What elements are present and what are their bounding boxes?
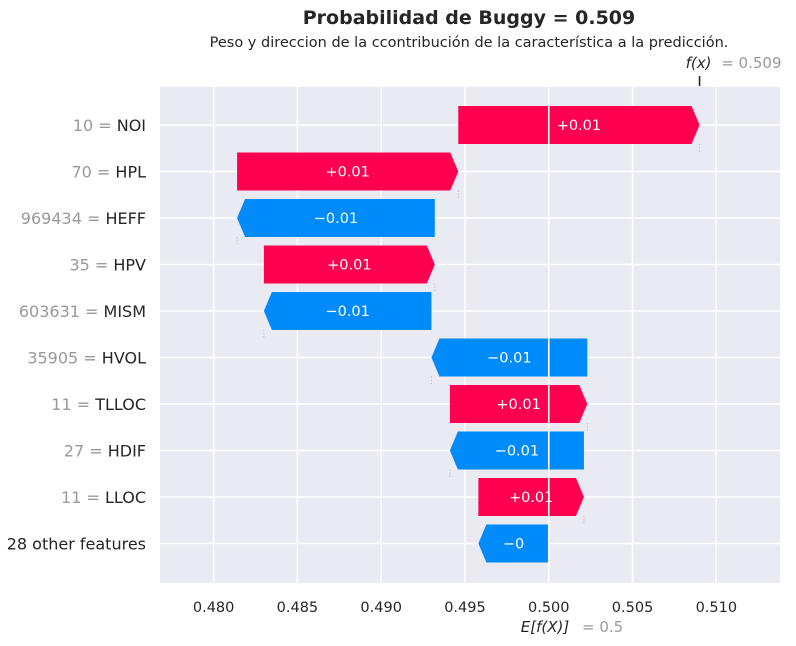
feature-label: 10 = NOI (73, 116, 146, 135)
bar-value-label: +0.01 (509, 490, 553, 506)
prediction-symbol: f(x) (686, 54, 712, 72)
prediction-marker: f(x) = 0.509 (686, 54, 782, 86)
feature-label: 11 = LLOC (61, 488, 146, 507)
bar-value-label: +0.01 (327, 258, 371, 274)
chart-title: Probabilidad de Buggy = 0.509 (303, 7, 636, 29)
bar-value-label: −0.01 (314, 211, 358, 227)
feature-label: 35 = HPV (69, 256, 146, 275)
feature-name: HDIF (108, 442, 146, 461)
feature-bar-hpv (263, 245, 435, 284)
prediction-label: f(x) = 0.509 (686, 54, 782, 72)
feature-name: TLLOC (94, 395, 146, 414)
feature-name: NOI (117, 116, 146, 135)
feature-name: HVOL (102, 349, 146, 368)
x-tick-label: 0.505 (612, 600, 654, 616)
feature-name: HEFF (105, 209, 146, 228)
base-value-symbol: E[f(X)] (521, 618, 570, 636)
feature-name: MISM (104, 302, 146, 321)
feature-value: 70 = (71, 163, 115, 182)
x-tick-label: 0.495 (444, 600, 486, 616)
feature-label: 70 = HPL (71, 163, 146, 182)
feature-label: 969434 = HEFF (21, 209, 146, 228)
feature-label: 11 = TLLOC (51, 395, 146, 414)
feature-value: 11 = (51, 395, 95, 414)
feature-bar-28-other-features (478, 524, 549, 563)
x-tick-label: 0.490 (360, 600, 402, 616)
feature-name: HPV (113, 256, 146, 275)
x-tick-label: 0.510 (696, 600, 738, 616)
feature-bar-tlloc (449, 385, 588, 423)
feature-bar-noi (458, 106, 700, 144)
base-value-value: = 0.5 (582, 618, 623, 636)
feature-value: 11 = (61, 488, 105, 507)
feature-value: 35 = (69, 256, 113, 275)
feature-bar-hdif (449, 431, 584, 470)
x-tick-label: 0.500 (528, 600, 570, 616)
feature-label: 603631 = MISM (19, 302, 146, 321)
feature-bar-hpl (237, 152, 459, 191)
bar-value-label: −0.01 (487, 351, 531, 367)
feature-value: 603631 = (19, 302, 104, 321)
bar-value-label: +0.01 (496, 397, 540, 413)
feature-value: 10 = (73, 116, 117, 135)
base-value-label: E[f(X)] = 0.5 (521, 618, 623, 636)
feature-value: 35905 = (27, 349, 101, 368)
x-tick-label: 0.480 (193, 600, 235, 616)
base-value-marker: E[f(X)] = 0.5 (521, 618, 623, 636)
chart-subtitle: Peso y direccion de la ccontribución de … (210, 35, 729, 51)
feature-bar-lloc (478, 478, 584, 516)
bar-value-label: −0.01 (325, 304, 369, 320)
bar-value-label: −0 (503, 537, 524, 553)
feature-label: 35905 = HVOL (27, 349, 146, 368)
prediction-value: = 0.509 (721, 54, 781, 72)
bar-layer (236, 106, 700, 563)
bar-value-label: +0.01 (557, 118, 601, 134)
label-layer: 0.480 0.485 0.490 0.495 0.500 0.505 0.510 +0.01… (7, 87, 737, 616)
feature-value: 969434 = (21, 209, 106, 228)
feature-label: 28 other features (7, 535, 146, 554)
bar-value-label: −0.01 (495, 444, 539, 460)
feature-value: 27 = (64, 442, 108, 461)
feature-name: HPL (115, 163, 146, 182)
feature-name: LLOC (105, 488, 146, 507)
feature-bar-heff (237, 199, 435, 237)
x-tick-label: 0.485 (277, 600, 319, 616)
feature-bar-mism (263, 292, 432, 330)
feature-name: 28 other features (7, 535, 146, 554)
bar-value-label: +0.01 (325, 165, 369, 181)
feature-label: 27 = HDIF (64, 442, 146, 461)
